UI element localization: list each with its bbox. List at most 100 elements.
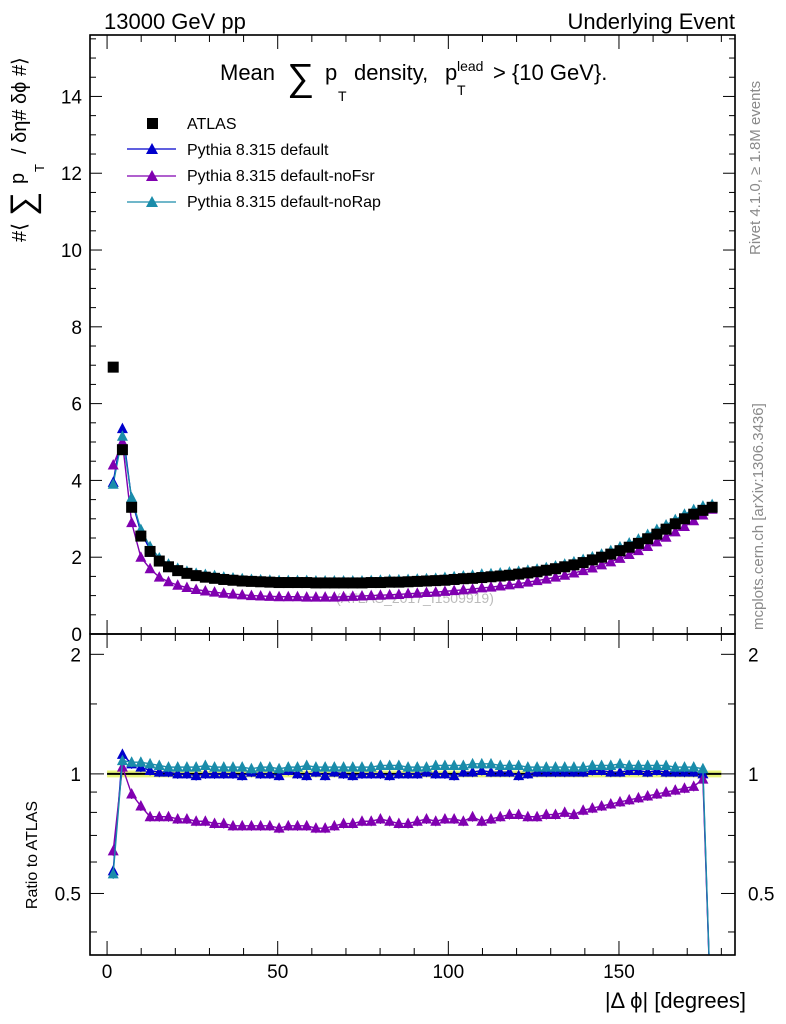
main-point-norap <box>116 430 128 441</box>
ratio-point-nofsr <box>199 815 211 826</box>
ratio-point-norap <box>291 761 303 772</box>
ratio-point-nofsr <box>669 784 681 795</box>
ratio-point-nofsr <box>273 822 285 833</box>
main-point-atlas <box>494 570 506 582</box>
ratio-point-norap <box>172 761 184 772</box>
main-point-atlas <box>540 564 552 576</box>
main-point-atlas <box>255 576 267 588</box>
ratio-point-nofsr <box>319 822 331 833</box>
legend-label-norap: Pythia 8.315 default-noRap <box>187 194 381 211</box>
main-point-atlas <box>245 575 257 587</box>
main-point-nofsr <box>660 531 672 542</box>
ratio-point-norap <box>642 759 654 770</box>
ratio-point-default <box>227 767 239 779</box>
ratio-point-nofsr <box>614 795 626 807</box>
ratio-y-tick-label: 2 <box>70 645 81 666</box>
main-point-nofsr <box>485 581 497 592</box>
main-point-atlas <box>199 571 211 583</box>
ratio-point-nofsr <box>430 815 442 826</box>
main-point-atlas <box>328 577 340 589</box>
ratio-point-nofsr <box>255 819 267 831</box>
ratio-point-norap <box>347 761 359 772</box>
main-point-atlas <box>513 568 525 580</box>
ratio-point-norap <box>144 757 156 769</box>
main-point-atlas <box>467 572 479 584</box>
ratio-point-norap <box>540 761 552 772</box>
main-point-atlas <box>678 513 690 525</box>
ratio-series-line-default <box>112 752 710 955</box>
main-point-nofsr <box>218 587 230 598</box>
main-point-nofsr <box>430 586 442 597</box>
title-prefix: Mean <box>220 60 275 85</box>
main-point-nofsr <box>365 589 377 601</box>
ratio-point-norap <box>181 761 193 772</box>
ratio-point-nofsr <box>227 819 239 831</box>
ratio-point-norap <box>522 761 534 772</box>
x-tick-label: 100 <box>432 962 464 983</box>
main-point-atlas <box>116 444 128 456</box>
ratio-point-default <box>365 767 377 779</box>
ratio-point-norap <box>135 756 147 767</box>
main-point-atlas <box>356 577 368 589</box>
ratio-point-norap <box>393 759 405 770</box>
ratio-point-norap <box>319 761 331 772</box>
main-point-atlas <box>347 577 359 589</box>
main-point-atlas <box>365 577 377 589</box>
main-y-tick-label: 12 <box>61 164 82 185</box>
main-point-atlas <box>384 576 396 588</box>
ratio-point-norap <box>199 759 211 770</box>
main-point-atlas <box>605 548 617 560</box>
ratio-point-default <box>181 767 193 779</box>
main-point-atlas <box>669 518 681 530</box>
main-point-atlas <box>531 566 543 578</box>
ratio-point-default <box>430 767 442 779</box>
main-point-nofsr <box>227 588 239 599</box>
ratio-point-norap <box>651 759 663 770</box>
main-point-nofsr <box>209 586 221 597</box>
main-point-atlas <box>642 533 654 545</box>
ratio-point-nofsr <box>467 810 479 822</box>
ratio-point-nofsr <box>605 797 617 809</box>
ratio-point-norap <box>503 759 515 770</box>
ratio-point-norap <box>328 761 340 772</box>
main-point-nofsr <box>614 552 626 563</box>
main-point-nofsr <box>282 590 294 602</box>
ratio-point-norap <box>126 756 138 767</box>
ratio-point-norap <box>365 761 377 772</box>
main-point-atlas <box>688 508 700 520</box>
main-point-atlas <box>503 569 515 581</box>
ratio-point-default <box>172 767 184 779</box>
main-point-nofsr <box>338 590 350 602</box>
main-point-atlas <box>218 573 230 585</box>
title-p-subscript: T <box>338 88 347 104</box>
ratio-point-nofsr <box>568 808 580 820</box>
ratio-point-default <box>116 748 128 759</box>
main-point-nofsr <box>420 586 432 598</box>
ratio-point-default <box>144 764 156 775</box>
title-sum: ∑ <box>287 57 314 99</box>
legend-marker-default <box>146 143 158 154</box>
x-tick-label: 50 <box>267 962 288 983</box>
ratio-point-nofsr <box>356 815 368 826</box>
ratio-point-nofsr <box>236 819 248 831</box>
ratio-point-nofsr <box>632 791 644 803</box>
ratio-point-default <box>255 767 267 779</box>
main-point-atlas <box>162 561 174 573</box>
main-point-atlas <box>411 575 423 587</box>
ratio-point-default <box>209 767 221 779</box>
ratio-point-norap <box>568 761 580 772</box>
main-point-nofsr <box>467 583 479 594</box>
ratio-point-default <box>199 767 211 779</box>
ratio-point-default <box>393 767 405 779</box>
main-point-atlas <box>420 575 432 587</box>
main-point-nofsr <box>494 580 506 591</box>
header-left: 13000 GeV pp <box>104 9 246 34</box>
main-point-atlas <box>144 545 156 557</box>
main-point-nofsr <box>301 591 313 602</box>
ratio-point-norap <box>430 759 442 770</box>
main-point-norap <box>126 491 138 503</box>
main-point-nofsr <box>596 558 608 570</box>
main-point-nofsr <box>162 575 174 587</box>
main-point-atlas <box>632 537 644 549</box>
main-point-nofsr <box>559 569 571 580</box>
